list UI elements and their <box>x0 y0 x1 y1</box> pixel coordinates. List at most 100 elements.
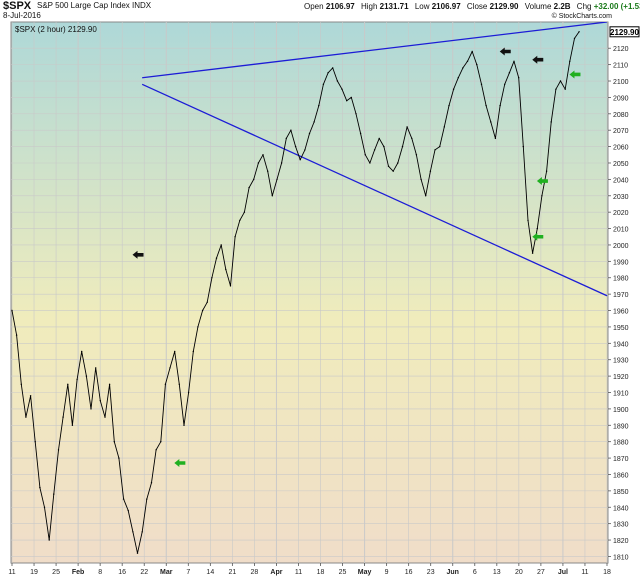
chg-label: Chg <box>576 2 592 11</box>
price-point <box>359 132 362 135</box>
price-point <box>490 121 492 123</box>
y-tick-label: 1970 <box>613 292 629 299</box>
price-point <box>206 301 208 303</box>
price-point <box>118 457 120 459</box>
trendlines <box>141 22 608 297</box>
price-point <box>573 37 576 40</box>
price-point <box>522 145 524 148</box>
arrow-icon <box>174 458 186 467</box>
price-point <box>355 113 357 115</box>
symbol-description: S&P 500 Large Cap Index INDX <box>37 1 152 10</box>
y-tick-label: 2100 <box>613 79 629 86</box>
price-point <box>215 257 218 259</box>
price-point <box>369 162 371 164</box>
chart-header: $SPX S&P 500 Large Cap Index INDX 8-Jul-… <box>0 0 640 22</box>
price-point <box>494 137 497 140</box>
y-axis: 1810 1820 1830 1840 1850 1860 1870 1880 1890 1900… <box>608 46 629 561</box>
price-point <box>434 149 436 151</box>
y-tick-label: 1810 <box>613 554 629 561</box>
x-tick-label: 16 <box>405 569 413 576</box>
price-point <box>243 211 246 213</box>
x-tick-label: 6 <box>473 569 477 576</box>
price-point <box>531 252 534 254</box>
x-tick-label: May <box>358 569 372 576</box>
x-tick-label: 21 <box>228 569 236 576</box>
price-point <box>536 227 538 230</box>
quote-summary: Open 2106.97 High 2131.71 Low 2106.97 Cl… <box>300 2 640 11</box>
price-point <box>518 77 520 79</box>
price-point <box>508 72 511 74</box>
symbol-label: $SPX <box>3 0 32 12</box>
price-point <box>229 285 232 287</box>
price-point <box>234 236 236 238</box>
x-tick-label: 25 <box>52 569 60 576</box>
price-point <box>150 482 153 484</box>
arrow-icon <box>499 47 511 56</box>
price-point <box>43 506 46 508</box>
price-point <box>85 375 88 377</box>
price-point <box>160 441 162 443</box>
price-point <box>178 383 180 385</box>
y-tick-label: 1900 <box>613 407 629 414</box>
x-tick-label: 28 <box>251 569 259 576</box>
y-tick-label: 1930 <box>613 358 629 365</box>
price-point <box>81 350 83 353</box>
price-point <box>564 88 566 90</box>
price-point <box>443 126 445 128</box>
price-point <box>308 132 311 135</box>
y-tick-label: 2050 <box>613 161 629 168</box>
y-tick-label: 1920 <box>613 374 629 381</box>
trendline-upper <box>142 22 608 79</box>
y-tick-label: 2040 <box>613 177 629 184</box>
price-point <box>471 50 473 53</box>
price-point <box>271 195 273 197</box>
x-axis: 11 19 25 Feb 8 16 22 Mar 7 14 21 28 Apr 11 18 25 May 9 16 2… <box>8 563 611 576</box>
price-point <box>559 80 562 82</box>
x-tick-label: Feb <box>72 569 84 576</box>
y-tick-label: 1950 <box>613 325 629 332</box>
x-tick-label: 18 <box>317 569 325 576</box>
price-point <box>392 170 394 172</box>
price-point <box>99 400 102 402</box>
y-tick-label: 1960 <box>613 309 629 316</box>
x-tick-label: 16 <box>118 569 126 576</box>
price-point <box>197 326 199 328</box>
price-point <box>439 145 441 148</box>
stockcharts-watermark: © StockCharts.com <box>551 13 612 20</box>
price-point <box>346 100 348 102</box>
y-tick-label: 1840 <box>613 505 629 512</box>
price-point <box>29 395 32 397</box>
price-point <box>313 121 315 123</box>
price-point <box>201 309 204 312</box>
x-tick-label: Jul <box>558 569 568 576</box>
price-point <box>53 493 55 495</box>
price-point <box>294 145 297 148</box>
x-tick-label: Apr <box>270 569 282 576</box>
price-point <box>336 80 339 82</box>
high-value: 2131.71 <box>379 2 409 11</box>
price-point <box>429 170 432 172</box>
price-point <box>76 378 78 381</box>
price-point <box>192 350 194 353</box>
price-point <box>20 383 22 385</box>
x-tick-label: 11 <box>8 569 15 576</box>
price-point <box>11 309 13 312</box>
price-point <box>452 88 455 90</box>
price-point <box>485 104 487 107</box>
price-point <box>462 67 464 69</box>
price-point <box>267 170 269 172</box>
series-legend: $SPX (2 hour) 2129.90 <box>15 25 97 34</box>
y-tick-label: 1940 <box>613 341 629 348</box>
y-tick-label: 1830 <box>613 522 629 529</box>
high-label: High <box>360 2 378 11</box>
y-tick-label: 2090 <box>613 95 629 102</box>
y-tick-label: 1880 <box>613 440 629 447</box>
price-point <box>39 486 41 489</box>
price-point <box>401 145 404 148</box>
y-tick-label: 1870 <box>613 456 629 463</box>
price-point <box>420 178 422 181</box>
x-tick-label: 27 <box>537 569 545 576</box>
x-tick-label: Mar <box>160 569 173 576</box>
price-point <box>104 416 106 418</box>
price-point <box>276 178 278 181</box>
